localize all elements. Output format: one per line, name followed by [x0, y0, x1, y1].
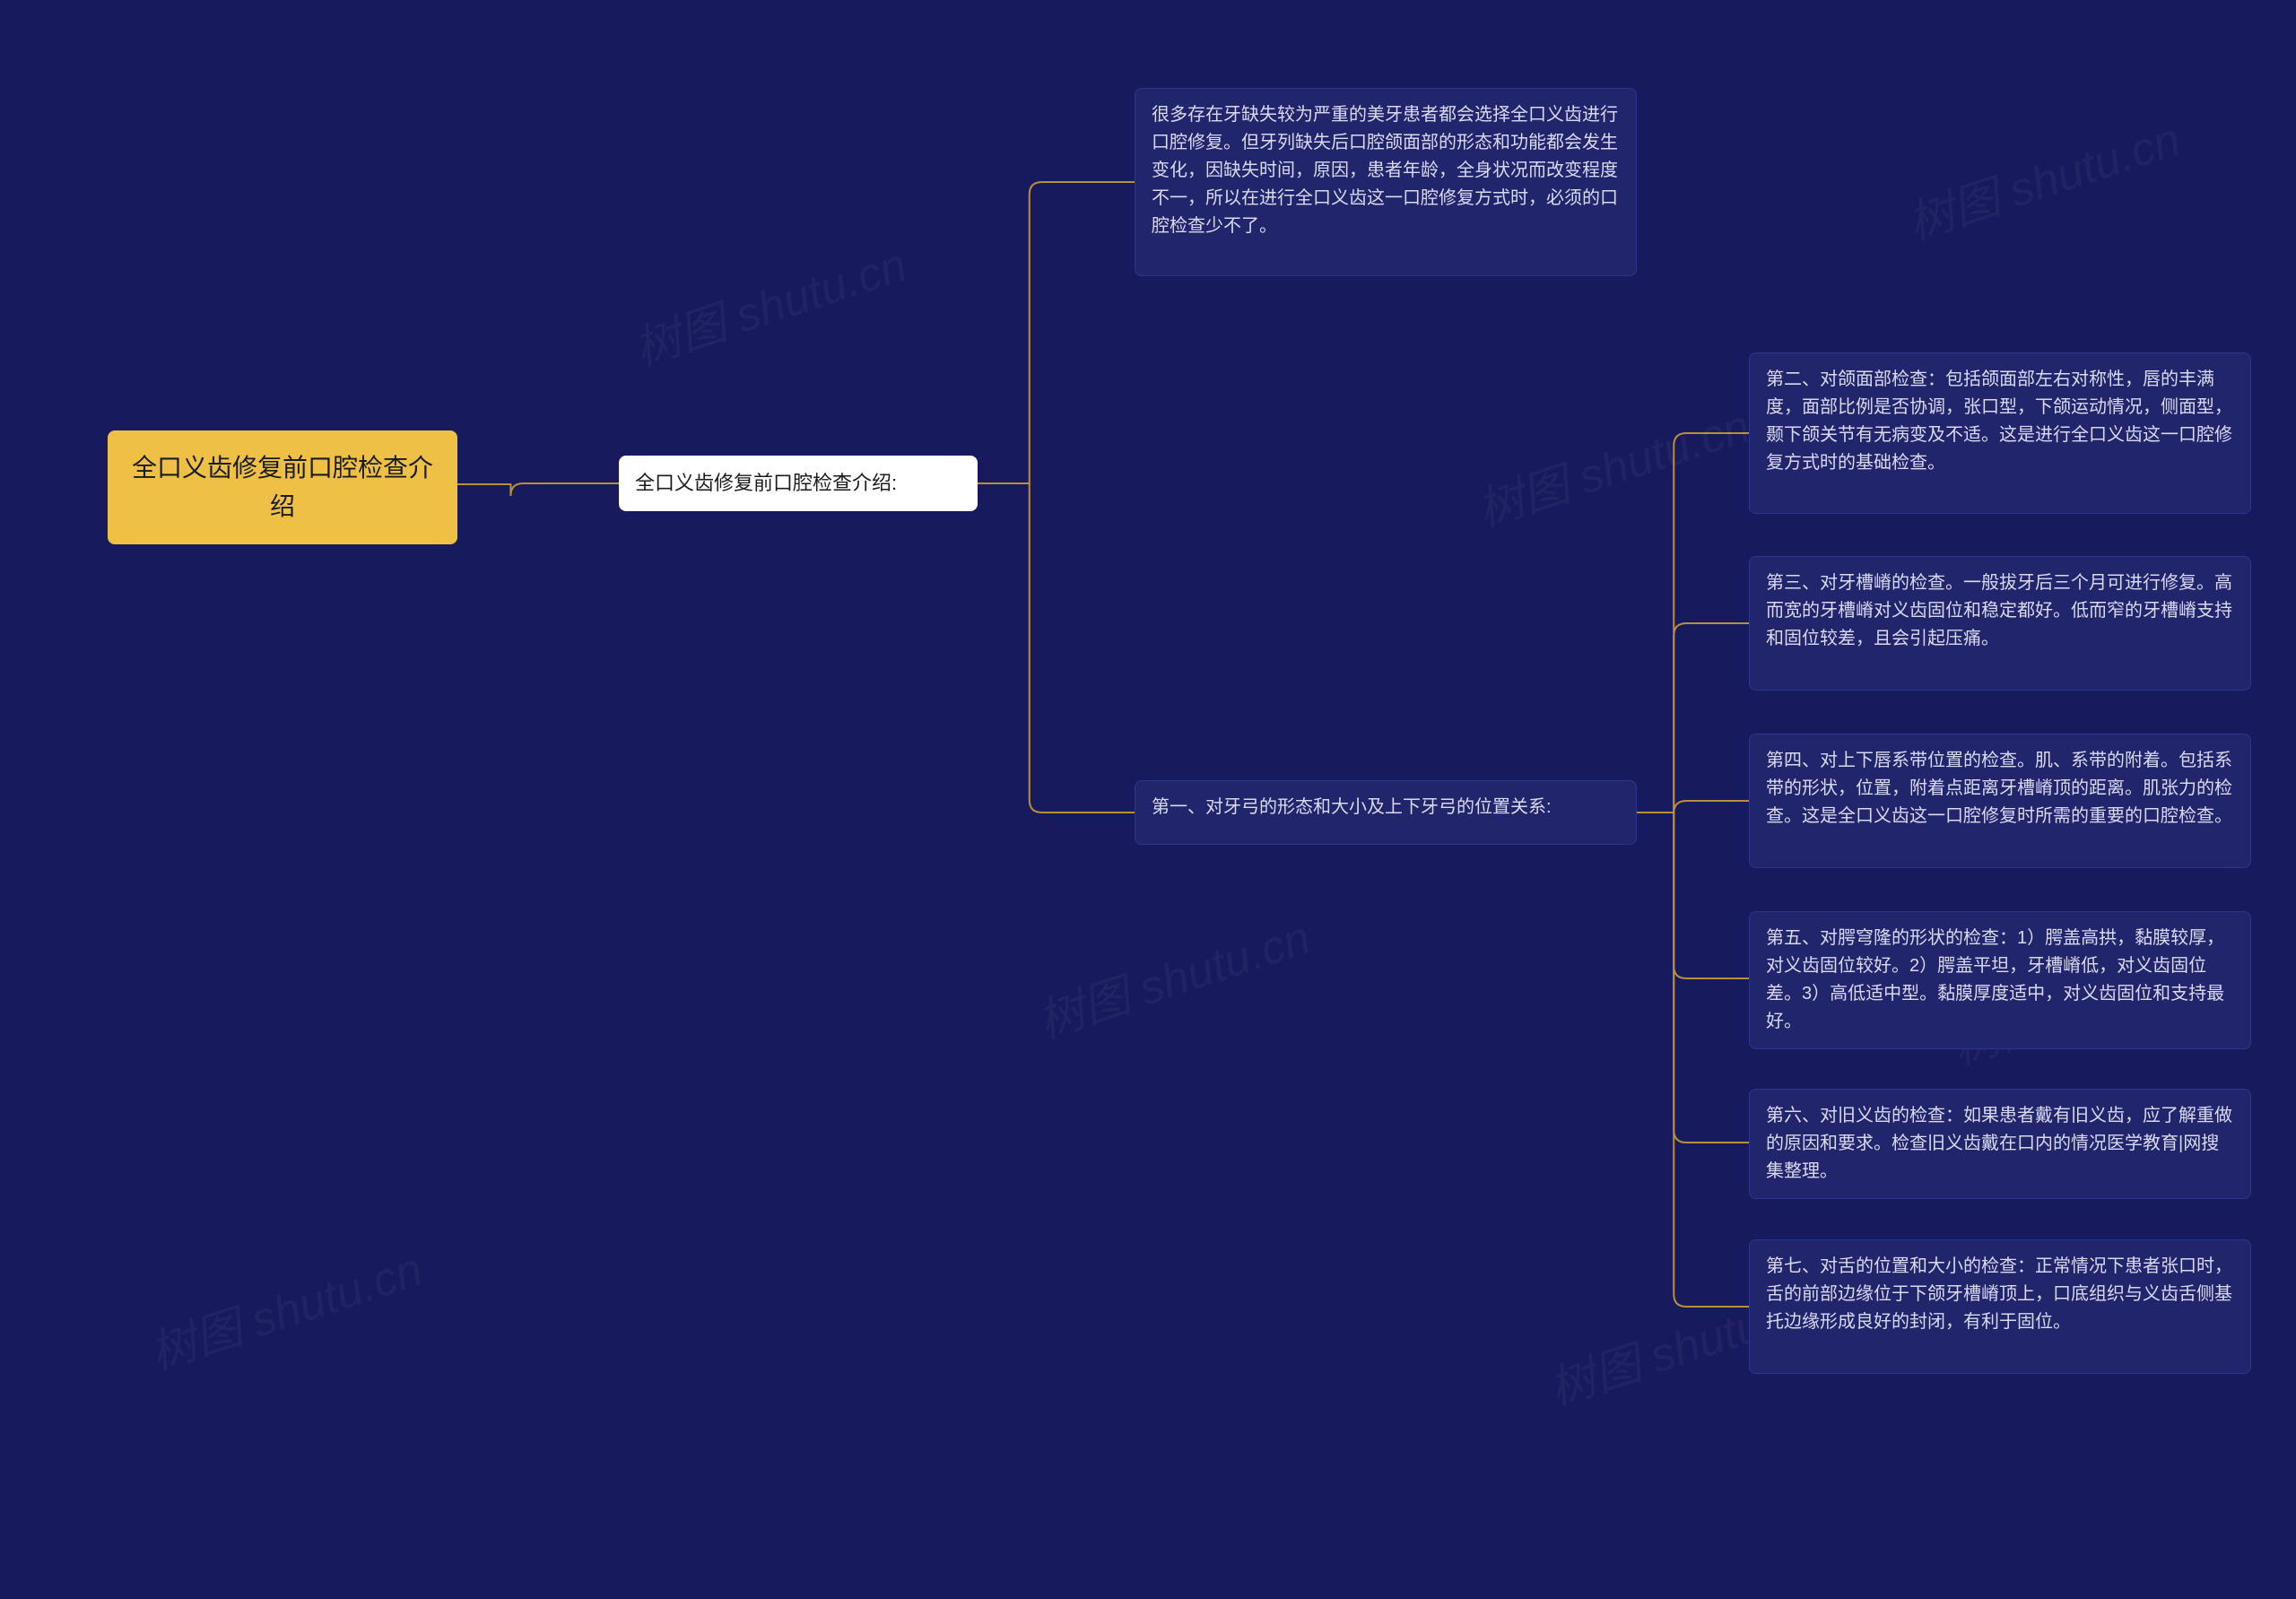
level3-node-6: 第六、对旧义齿的检查：如果患者戴有旧义齿，应了解重做的原因和要求。检查旧义齿戴在…: [1749, 1089, 2251, 1199]
level3-node-4: 第四、对上下唇系带位置的检查。肌、系带的附着。包括系带的形状，位置，附着点距离牙…: [1749, 734, 2251, 868]
level1-node: 全口义齿修复前口腔检查介绍:: [619, 456, 978, 511]
watermark: 树图 shutu.cn: [140, 1231, 430, 1383]
level2-intro-node: 很多存在牙缺失较为严重的美牙患者都会选择全口义齿进行口腔修复。但牙列缺失后口腔颌…: [1135, 88, 1637, 276]
root-node: 全口义齿修复前口腔检查介绍: [108, 430, 457, 544]
level3-node-2: 第二、对颌面部检查：包括颌面部左右对称性，唇的丰满度，面部比例是否协调，张口型，…: [1749, 352, 2251, 514]
watermark: 树图 shutu.cn: [1028, 899, 1318, 1051]
level2-first-node: 第一、对牙弓的形态和大小及上下牙弓的位置关系:: [1135, 780, 1637, 845]
watermark: 树图 shutu.cn: [624, 227, 914, 378]
level3-node-3: 第三、对牙槽嵴的检查。一般拔牙后三个月可进行修复。高而宽的牙槽嵴对义齿固位和稳定…: [1749, 556, 2251, 691]
watermark: 树图 shutu.cn: [1898, 101, 2187, 253]
level3-node-7: 第七、对舌的位置和大小的检查：正常情况下患者张口时，舌的前部边缘位于下颌牙槽嵴顶…: [1749, 1239, 2251, 1374]
level3-node-5: 第五、对腭穹隆的形状的检查：1）腭盖高拱，黏膜较厚，对义齿固位较好。2）腭盖平坦…: [1749, 911, 2251, 1049]
watermark: 树图 shutu.cn: [1467, 388, 1757, 540]
